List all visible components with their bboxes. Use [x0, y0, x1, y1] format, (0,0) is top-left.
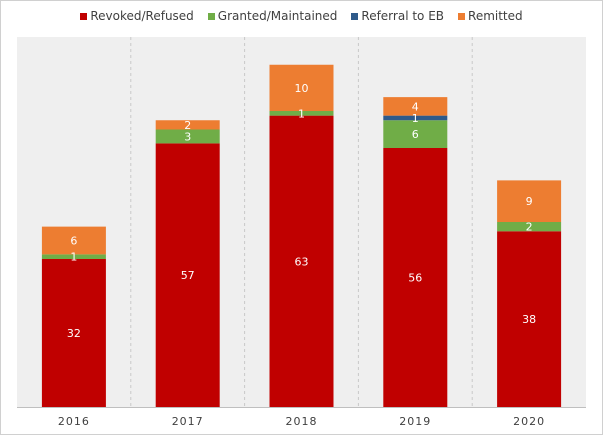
bar-granted-maintained-2018 [269, 111, 334, 116]
legend-label-revoked-refused: Revoked/Refused [90, 9, 194, 23]
bar-revoked-refused-2016 [41, 259, 106, 407]
bar-granted-maintained-2019 [383, 120, 448, 148]
x-axis: 2016 2017 2018 2019 2020 [17, 407, 586, 428]
data-label-granted-maintained-2019: 6 [412, 128, 419, 141]
legend-swatch-revoked-refused [80, 12, 88, 20]
legend-swatch-remitted [458, 12, 466, 20]
bar-revoked-refused-2017 [155, 143, 220, 407]
bar-referral-to-eb-2019 [383, 115, 448, 121]
bar-granted-maintained-2017 [155, 129, 220, 144]
legend-item-referral-to-eb: Referral to EB [351, 9, 444, 23]
legend-swatch-granted-maintained [207, 12, 215, 20]
bar-revoked-refused-2018 [269, 115, 334, 407]
legend: Revoked/Refused Granted/Maintained Refer… [0, 9, 603, 23]
x-tick-label-2019: 2019 [399, 415, 431, 428]
data-label-remitted-2016: 6 [70, 235, 77, 248]
legend-label-remitted: Remitted [468, 9, 523, 23]
bar-granted-maintained-2016 [41, 254, 106, 259]
bar-revoked-refused-2020 [497, 231, 562, 407]
data-label-remitted-2017: 2 [184, 119, 191, 132]
data-label-revoked-refused-2018: 63 [295, 255, 309, 268]
x-tick-label-2016: 2016 [58, 415, 90, 428]
bar-remitted-2020 [497, 180, 562, 222]
x-tick-label-2018: 2018 [286, 415, 318, 428]
grid-lines [130, 37, 473, 407]
data-label-granted-maintained-2016: 1 [70, 251, 77, 264]
legend-swatch-referral-to-eb [351, 12, 359, 20]
bar-remitted-2019 [383, 97, 448, 116]
data-label-referral-to-eb-2019: 1 [412, 112, 419, 125]
x-tick-label-2020: 2020 [513, 415, 545, 428]
data-label-revoked-refused-2016: 32 [67, 327, 81, 340]
legend-label-granted-maintained: Granted/Maintained [217, 9, 338, 23]
bar-remitted-2018 [269, 64, 334, 111]
data-label-revoked-refused-2017: 57 [181, 269, 195, 282]
data-label-revoked-refused-2019: 56 [408, 272, 422, 285]
data-label-remitted-2018: 10 [295, 82, 309, 95]
legend-label-referral-to-eb: Referral to EB [361, 9, 445, 23]
data-label-revoked-refused-2020: 38 [522, 313, 536, 326]
bar-remitted-2017 [155, 120, 220, 130]
bar-revoked-refused-2019 [383, 148, 448, 407]
data-label-remitted-2019: 4 [412, 100, 419, 113]
bar-granted-maintained-2020 [497, 222, 562, 232]
bars [41, 64, 562, 407]
x-tick-label-2017: 2017 [172, 415, 204, 428]
data-label-granted-maintained-2020: 2 [526, 221, 533, 234]
data-label-granted-maintained-2018: 1 [298, 107, 305, 120]
legend-item-revoked-refused: Revoked/Refused [80, 9, 194, 23]
data-label-remitted-2020: 9 [526, 195, 533, 208]
legend-item-granted-maintained: Granted/Maintained [207, 9, 338, 23]
data-label-granted-maintained-2017: 3 [184, 130, 191, 143]
bar-remitted-2016 [41, 226, 106, 255]
legend-item-remitted: Remitted [458, 9, 523, 23]
